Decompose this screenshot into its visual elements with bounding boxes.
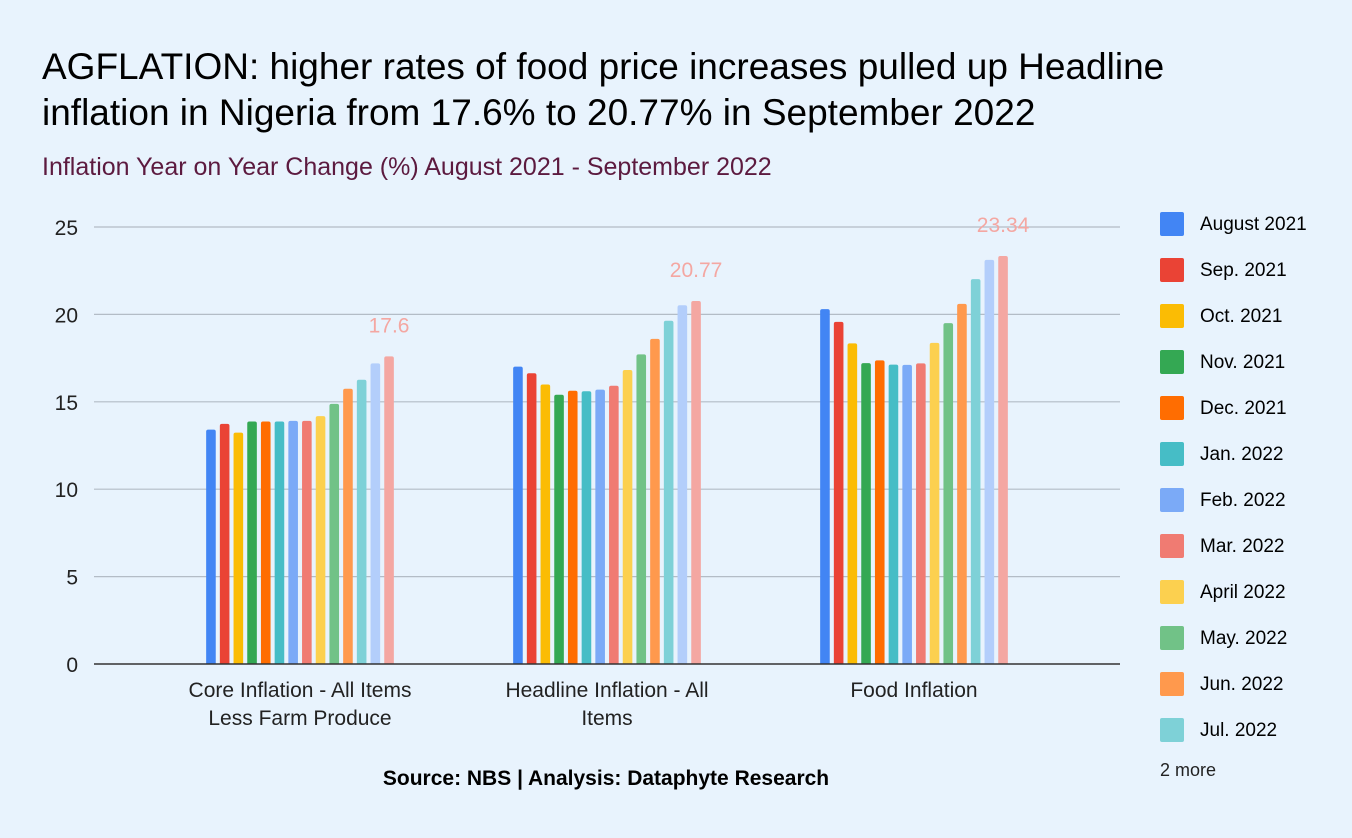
legend-swatch bbox=[1160, 396, 1184, 420]
bar bbox=[663, 320, 674, 664]
bar bbox=[691, 300, 701, 664]
x-tick-label: Food Inflation bbox=[850, 679, 977, 702]
bar bbox=[929, 342, 940, 664]
legend-label: Feb. 2022 bbox=[1200, 490, 1286, 511]
bar bbox=[206, 429, 216, 664]
bar bbox=[540, 384, 551, 664]
bar bbox=[581, 391, 592, 664]
legend-label: Nov. 2021 bbox=[1200, 352, 1286, 373]
bar bbox=[260, 421, 271, 664]
legend-label: May. 2022 bbox=[1200, 628, 1288, 649]
bar bbox=[609, 385, 619, 664]
legend-item[interactable]: May. 2022 bbox=[1160, 626, 1340, 672]
legend-swatch bbox=[1160, 442, 1184, 466]
legend-swatch bbox=[1160, 304, 1184, 328]
bar bbox=[247, 421, 257, 664]
legend-label: Mar. 2022 bbox=[1200, 536, 1285, 557]
bar bbox=[847, 343, 858, 664]
bar bbox=[567, 390, 578, 664]
legend-item[interactable]: Jan. 2022 bbox=[1160, 442, 1340, 488]
legend-label: August 2021 bbox=[1200, 214, 1307, 235]
legend-item[interactable]: August 2021 bbox=[1160, 212, 1340, 258]
bar bbox=[513, 366, 523, 664]
bar bbox=[970, 279, 981, 664]
legend-label: April 2022 bbox=[1200, 582, 1286, 603]
legend-swatch bbox=[1160, 488, 1184, 512]
legend-item[interactable]: April 2022 bbox=[1160, 580, 1340, 626]
legend-more-link[interactable]: 2 more bbox=[1160, 760, 1217, 780]
bar bbox=[370, 363, 381, 664]
x-tick-label: Core Inflation - All Items bbox=[189, 679, 412, 702]
legend-swatch bbox=[1160, 718, 1184, 742]
bar bbox=[595, 389, 605, 664]
bar bbox=[888, 364, 899, 664]
legend-label: Jul. 2022 bbox=[1200, 720, 1278, 741]
source-note: Source: NBS | Analysis: Dataphyte Resear… bbox=[382, 767, 830, 790]
bar bbox=[219, 423, 230, 664]
bar bbox=[984, 259, 995, 664]
x-tick-label: Headline Inflation - All bbox=[505, 679, 708, 702]
bar bbox=[874, 360, 885, 664]
data-label: 20.77 bbox=[670, 259, 723, 282]
y-tick-label: 20 bbox=[55, 304, 78, 327]
bar bbox=[861, 363, 871, 664]
bar bbox=[233, 432, 244, 664]
bar bbox=[526, 373, 537, 664]
legend-swatch bbox=[1160, 350, 1184, 374]
legend-item[interactable]: Feb. 2022 bbox=[1160, 488, 1340, 534]
bar bbox=[274, 421, 285, 664]
bar bbox=[315, 416, 326, 664]
bar bbox=[998, 256, 1008, 664]
bar bbox=[329, 403, 340, 664]
legend: August 2021 Sep. 2021 Oct. 2021 Nov. 2021 De… bbox=[1160, 212, 1340, 781]
bar bbox=[820, 309, 830, 664]
legend-item[interactable]: Sep. 2021 bbox=[1160, 258, 1340, 304]
legend-item[interactable]: Jul. 2022 bbox=[1160, 718, 1340, 764]
bar bbox=[636, 354, 647, 664]
y-tick-label: 0 bbox=[66, 654, 78, 677]
bar bbox=[943, 323, 954, 664]
legend-swatch bbox=[1160, 626, 1184, 650]
x-tick-label: Items bbox=[581, 707, 632, 730]
legend-swatch bbox=[1160, 672, 1184, 696]
legend-swatch bbox=[1160, 212, 1184, 236]
data-label: 17.6 bbox=[369, 314, 410, 337]
chart-title: AGFLATION: higher rates of food price in… bbox=[42, 46, 1165, 133]
bar bbox=[302, 420, 312, 664]
bar bbox=[650, 338, 660, 664]
legend-label: Dec. 2021 bbox=[1200, 398, 1287, 419]
bar bbox=[356, 379, 367, 664]
bar bbox=[622, 369, 633, 664]
legend-label: Oct. 2021 bbox=[1200, 306, 1283, 327]
bar bbox=[833, 321, 844, 664]
bar bbox=[677, 305, 688, 664]
bar bbox=[957, 303, 967, 664]
y-tick-label: 15 bbox=[55, 392, 78, 415]
x-tick-label: Less Farm Produce bbox=[208, 707, 391, 730]
bar bbox=[384, 356, 394, 664]
y-tick-label: 5 bbox=[66, 567, 78, 590]
data-label: 23.34 bbox=[977, 214, 1030, 237]
bar bbox=[902, 364, 912, 664]
legend-label: Sep. 2021 bbox=[1200, 260, 1287, 281]
legend-item[interactable]: Nov. 2021 bbox=[1160, 350, 1340, 396]
bar bbox=[554, 394, 564, 664]
legend-item[interactable]: Oct. 2021 bbox=[1160, 304, 1340, 350]
legend-item[interactable]: Dec. 2021 bbox=[1160, 396, 1340, 442]
legend-swatch bbox=[1160, 534, 1184, 558]
legend-label: Jun. 2022 bbox=[1200, 674, 1284, 695]
chart-subtitle: Inflation Year on Year Change (%) August… bbox=[42, 153, 772, 181]
y-tick-label: 10 bbox=[55, 479, 78, 502]
y-tick-label: 25 bbox=[55, 217, 78, 240]
legend-label: Jan. 2022 bbox=[1200, 444, 1284, 465]
bar bbox=[288, 420, 298, 664]
legend-item[interactable]: Mar. 2022 bbox=[1160, 534, 1340, 580]
legend-item[interactable]: Jun. 2022 bbox=[1160, 672, 1340, 718]
legend-swatch bbox=[1160, 580, 1184, 604]
legend-swatch bbox=[1160, 258, 1184, 282]
bar bbox=[343, 388, 353, 664]
bar bbox=[916, 363, 926, 664]
